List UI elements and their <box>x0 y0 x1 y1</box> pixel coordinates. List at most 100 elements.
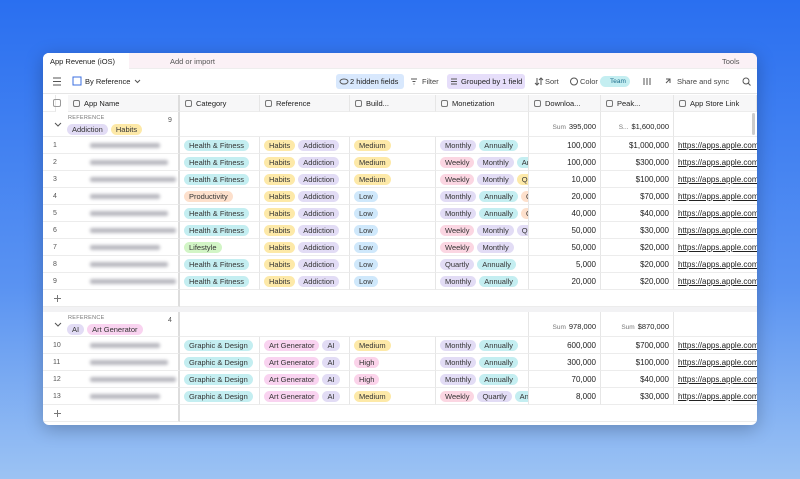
downloads: 50,000 <box>571 243 596 252</box>
monetization-cell: WeeklyQuartlyAnn <box>436 388 529 405</box>
peak-cell: $1,000,000 <box>601 137 674 154</box>
column-name[interactable]: App Name <box>84 99 120 108</box>
row-number: 10 <box>53 342 61 349</box>
menu-icon[interactable] <box>53 77 61 86</box>
add-import[interactable]: Add or import <box>170 57 216 66</box>
tag: Habits <box>264 140 296 151</box>
view-name[interactable]: By Reference <box>85 77 131 86</box>
link-cell: https://apps.apple.com/ <box>674 371 757 388</box>
tag: Monthly <box>440 276 477 287</box>
build-cell: High <box>350 371 436 388</box>
column-name[interactable]: Peak... <box>617 99 641 108</box>
column-icon <box>679 100 686 107</box>
tag: Health & Fitness <box>184 208 250 219</box>
app-store-link[interactable]: https://apps.apple.com/ <box>678 375 757 384</box>
peak-cell: $100,000 <box>601 171 674 188</box>
group-by[interactable]: Grouped by 1 field <box>447 74 525 89</box>
group-header-fill <box>180 312 529 337</box>
add-row <box>43 405 180 422</box>
app-store-link[interactable]: https://apps.apple.com/ <box>678 158 757 167</box>
tag: Monthly <box>477 174 514 185</box>
group-toggle[interactable] <box>54 321 62 327</box>
tag: Monthly <box>477 242 514 253</box>
tag: Medium <box>354 340 391 351</box>
group-toggle[interactable] <box>54 121 62 127</box>
app-store-link[interactable]: https://apps.apple.com/ <box>678 260 757 269</box>
peak-cell: $100,000 <box>601 354 674 371</box>
blurred-name <box>90 211 168 216</box>
filter[interactable]: Filter <box>422 77 439 86</box>
link-cell: https://apps.apple.com/ <box>674 222 757 239</box>
app-name-cell <box>56 256 180 273</box>
downloads-cell: 5,000 <box>529 256 601 273</box>
category-cell: Graphic & Design <box>180 371 260 388</box>
tools[interactable]: Tools <box>722 57 740 66</box>
app-store-link[interactable]: https://apps.apple.com/ <box>678 358 757 367</box>
search-icon[interactable] <box>742 77 750 85</box>
app-store-link[interactable]: https://apps.apple.com/ <box>678 226 757 235</box>
row-number: 2 <box>53 159 57 166</box>
tag: High <box>354 357 380 368</box>
build-cell: Low <box>350 273 436 290</box>
app-store-link[interactable]: https://apps.apple.com/ <box>678 341 757 350</box>
build-cell: Low <box>350 188 436 205</box>
app-store-link[interactable]: https://apps.apple.com/ <box>678 243 757 252</box>
tag: Addiction <box>298 140 340 151</box>
build-cell: Medium <box>350 337 436 354</box>
peak-revenue: $40,000 <box>640 375 669 384</box>
tag: Health & Fitness <box>184 140 250 151</box>
tag: Medium <box>354 140 391 151</box>
app-store-link[interactable]: https://apps.apple.com/ <box>678 192 757 201</box>
reference-cell: Habits Addiction <box>260 239 350 256</box>
group-label: REFERENCE <box>68 315 105 321</box>
monetization-cell: Monthly Annually <box>436 371 529 388</box>
tag: Productivity <box>184 191 233 202</box>
row-number-cell: 7 <box>43 239 57 256</box>
summary-cell: Sum 978,000 <box>529 312 601 337</box>
tag: Addiction <box>298 276 340 287</box>
monetization-cell: WeeklyMonthlyQu <box>436 171 529 188</box>
tag: Habits <box>264 259 296 270</box>
row-height-icon[interactable] <box>643 78 651 85</box>
summary-value: 395,000 <box>568 122 596 131</box>
blurred-name <box>90 194 160 199</box>
add-row-button[interactable] <box>53 409 62 418</box>
column-name[interactable]: Downloa... <box>545 99 581 108</box>
sort[interactable]: Sort <box>545 77 559 86</box>
row-number-cell: 12 <box>43 371 61 388</box>
row-number: 4 <box>53 193 57 200</box>
summary-cell: S... $1,600,000 <box>601 112 674 137</box>
app-store-link[interactable]: https://apps.apple.com/ <box>678 209 757 218</box>
column-header: Peak... <box>601 95 674 112</box>
tag: AI <box>322 374 340 385</box>
tag: Monthly <box>477 225 514 236</box>
color[interactable]: Color <box>580 77 598 86</box>
tab[interactable]: App Revenue (iOS) <box>43 53 129 69</box>
tag: Medium <box>354 174 391 185</box>
tag: AI <box>322 340 340 351</box>
tag: Annually <box>479 374 519 385</box>
app-name-cell <box>56 239 180 256</box>
checkbox[interactable] <box>53 99 61 107</box>
column-name[interactable]: Monetization <box>452 99 495 108</box>
peak-cell: $40,000 <box>601 205 674 222</box>
column-name[interactable]: Build... <box>366 99 389 108</box>
column-name[interactable]: Category <box>196 99 227 108</box>
caret[interactable] <box>134 79 141 84</box>
column-name[interactable]: Reference <box>276 99 311 108</box>
row-number-cell: 6 <box>43 222 57 239</box>
hidden-fields[interactable]: 2 hidden fields <box>336 74 404 89</box>
tag: Habits <box>264 191 296 202</box>
app-store-link[interactable]: https://apps.apple.com/ <box>678 175 757 184</box>
peak-cell: $40,000 <box>601 371 674 388</box>
tag: O <box>521 191 528 202</box>
share-sync[interactable]: Share and sync <box>677 77 730 86</box>
group-header-fill <box>180 112 529 137</box>
app-store-link[interactable]: https://apps.apple.com/ <box>678 277 757 286</box>
app-store-link[interactable]: https://apps.apple.com/ <box>678 141 757 150</box>
blurred-name <box>90 143 160 148</box>
column-name[interactable]: App Store Link <box>690 99 740 108</box>
app-store-link[interactable]: https://apps.apple.com/ <box>678 392 757 401</box>
link-cell: https://apps.apple.com/ <box>674 239 757 256</box>
add-row-button[interactable] <box>53 294 62 303</box>
